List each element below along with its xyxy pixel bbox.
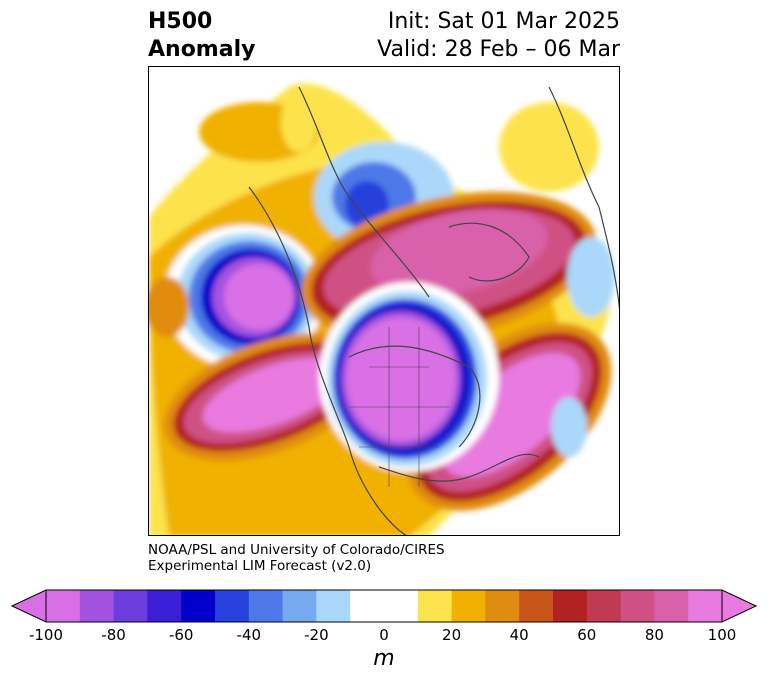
colorbar-frame [45,589,723,623]
colorbar-cell [654,590,689,622]
colorbar-tick-label: -80 [101,626,126,644]
credit-line-2: Experimental LIM Forecast (v2.0) [148,558,372,574]
colorbar-cell [519,590,554,622]
colorbar-cell [46,590,81,622]
colorbar-cell [248,590,284,622]
colorbar-tick-label: -20 [304,626,329,644]
colorbar-cell [113,590,148,622]
credit-line-1: NOAA/PSL and University of Colorado/CIRE… [148,542,445,558]
colorbar-tick-label: 40 [509,626,529,644]
credit-text: NOAA/PSL and University of Colorado/CIRE… [148,542,445,574]
colorbar-right-arrow [721,589,758,623]
colorbar-ticks: -100 -80 -60 -40 -20 0 20 40 60 80 100 [0,626,768,646]
anomaly-map [148,66,620,536]
colorbar-tick-label: -100 [28,626,64,644]
colorbar-cell [620,590,655,622]
colorbar-tick-label: 80 [644,626,664,644]
colorbar-cell [451,590,486,622]
colorbar-tick-label: 60 [577,626,597,644]
colorbar-cell [586,590,622,622]
title-line-1: H500 [148,9,213,34]
colorbar-cell [350,590,385,622]
colorbar-cell [553,590,588,622]
colorbar-cell [215,590,250,622]
colorbar [10,589,758,623]
colorbar-unit: m [373,646,395,671]
coastlines [248,86,619,535]
title-line-2: Anomaly [148,37,256,62]
colorbar-left-arrow [10,589,47,623]
colorbar-cell [79,590,115,622]
colorbar-tick-label: -40 [236,626,262,644]
colorbar-cell [417,590,453,622]
colorbar-cell [282,590,317,622]
anomaly-field [149,67,619,535]
colorbar-cell [316,590,351,622]
colorbar-tick-label: 20 [442,626,462,644]
colorbar-tick-label: -60 [168,626,194,644]
colorbar-cell [688,590,723,622]
map-title: H500 Anomaly [148,8,255,64]
colorbar-cell [485,590,520,622]
colorbar-cell [147,590,182,622]
colorbar-tick-label: 100 [707,626,737,644]
colorbar-cell [181,590,216,622]
valid-time-info: Init: Sat 01 Mar 2025 Valid: 28 Feb – 06… [377,8,620,64]
init-time: Init: Sat 01 Mar 2025 [387,9,620,34]
valid-range: Valid: 28 Feb – 06 Mar [377,37,620,62]
colorbar-tick-label: 0 [379,626,389,644]
colorbar-cell [384,590,419,622]
